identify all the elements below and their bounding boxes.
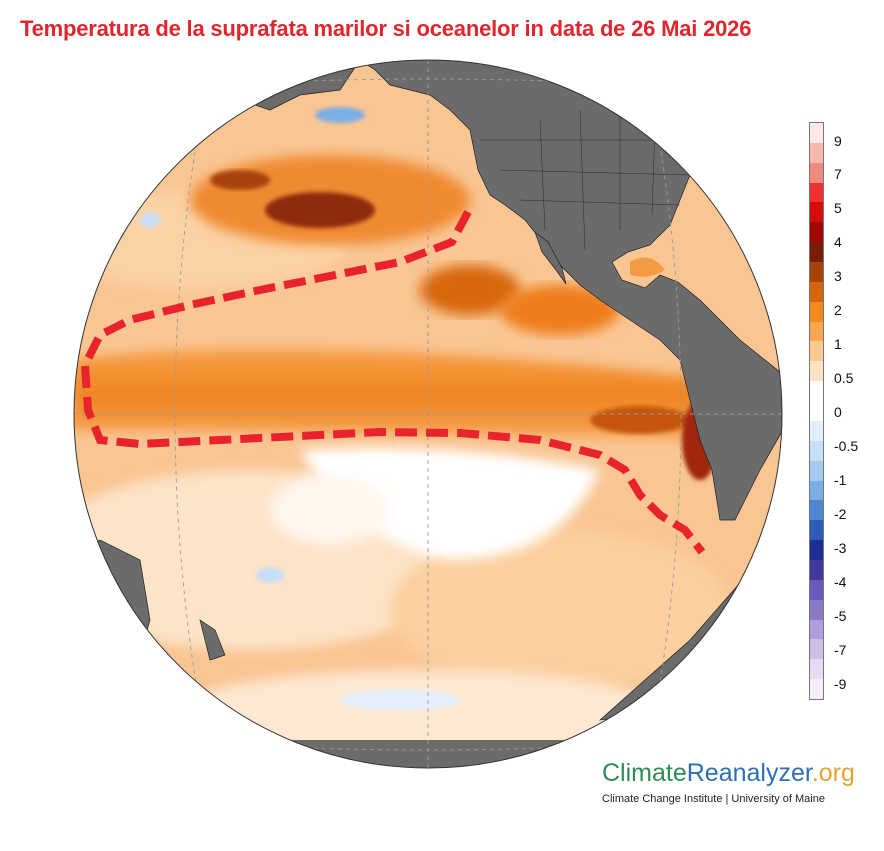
colorbar-tick-label: 1 bbox=[834, 336, 842, 352]
colorbar-segment bbox=[810, 559, 823, 581]
colorbar-tick-label: 7 bbox=[834, 166, 842, 182]
colorbar-segment bbox=[810, 440, 823, 462]
brand-logo: ClimateReanalyzer.org bbox=[602, 759, 855, 788]
colorbar-segment bbox=[810, 341, 823, 362]
colorbar-segment bbox=[810, 659, 823, 680]
colorbar-segment bbox=[810, 639, 823, 660]
colorbar-tick-label: 0 bbox=[834, 404, 842, 420]
colorbar-tick-label: -3 bbox=[834, 540, 847, 556]
colorbar-segment bbox=[810, 321, 823, 342]
colorbar-tick-label: -7 bbox=[834, 642, 847, 658]
colorbar-segment bbox=[810, 281, 823, 303]
colorbar-tick-label: -9 bbox=[834, 676, 847, 692]
colorbar-segment bbox=[810, 679, 823, 700]
colorbar bbox=[809, 122, 824, 700]
colorbar-segment bbox=[810, 480, 823, 501]
colorbar-segment bbox=[810, 202, 823, 223]
colorbar-tick-label: -2 bbox=[834, 506, 847, 522]
colorbar-tick-label: 5 bbox=[834, 200, 842, 216]
colorbar-segment bbox=[810, 182, 823, 203]
colorbar-segment bbox=[810, 619, 823, 640]
brand-name-part3: .org bbox=[811, 759, 855, 787]
colorbar-tick-label: -0.5 bbox=[834, 438, 859, 454]
colorbar-segment bbox=[810, 520, 823, 541]
colorbar-segment bbox=[810, 420, 823, 442]
colorbar-tick-label: -4 bbox=[834, 574, 847, 590]
colorbar-segment bbox=[810, 301, 823, 323]
brand-name-part1: Climate bbox=[602, 759, 687, 787]
colorbar-tick-label: 0.5 bbox=[834, 370, 854, 386]
colorbar-segment bbox=[810, 579, 823, 601]
brand-name-part2: Reanalyzer bbox=[686, 759, 812, 787]
colorbar-segment bbox=[810, 381, 823, 402]
colorbar-tick-label: -1 bbox=[834, 472, 847, 488]
colorbar-segment bbox=[810, 162, 823, 184]
colorbar-segment bbox=[810, 460, 823, 481]
brand-subtitle: Climate Change Institute | University of… bbox=[602, 793, 825, 805]
colorbar-segment bbox=[810, 540, 823, 561]
colorbar-tick-label: 4 bbox=[834, 234, 842, 250]
colorbar-segment bbox=[810, 599, 823, 621]
colorbar-segment bbox=[810, 242, 823, 263]
colorbar-tick-label: 9 bbox=[834, 133, 842, 149]
colorbar-segment bbox=[810, 123, 823, 144]
colorbar-segment bbox=[810, 500, 823, 521]
map-title: Temperatura de la suprafata marilor si o… bbox=[20, 16, 752, 41]
colorbar-tick-label: -5 bbox=[834, 608, 847, 624]
colorbar-segment bbox=[810, 361, 823, 382]
colorbar-segment bbox=[810, 262, 823, 283]
colorbar-tick-label: 2 bbox=[834, 302, 842, 318]
colorbar-segment bbox=[810, 142, 823, 164]
colorbar-segment bbox=[810, 222, 823, 243]
colorbar-segment bbox=[810, 401, 823, 422]
colorbar-tick-label: 3 bbox=[834, 268, 842, 284]
